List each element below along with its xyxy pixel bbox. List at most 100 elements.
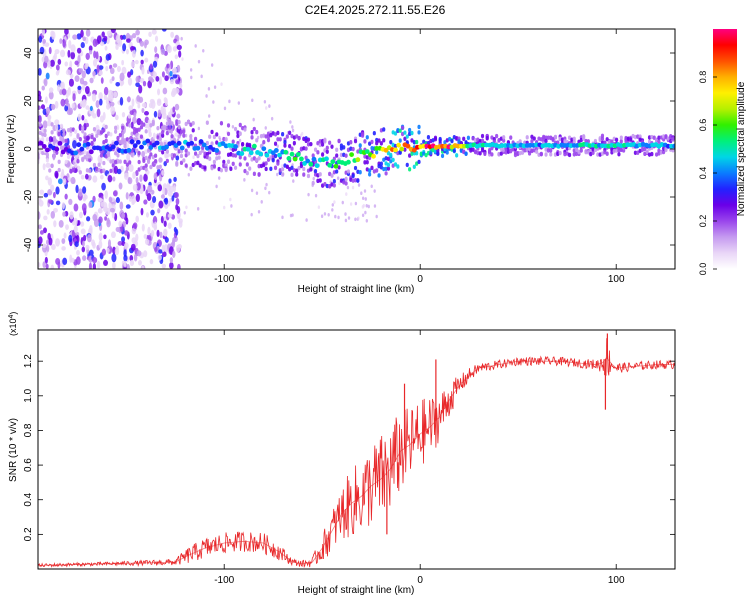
- spectrogram-cell: [384, 171, 388, 176]
- spectrogram-cell: [285, 164, 289, 169]
- spectrogram-noise-cell: [96, 129, 101, 136]
- spectrogram-cell: [90, 140, 94, 146]
- spectrogram-noise-cell: [331, 208, 334, 212]
- spectrogram-cell: [88, 154, 92, 159]
- spectrogram-noise-cell: [112, 262, 116, 269]
- spectrogram-noise-cell: [153, 172, 158, 181]
- spectrogram-noise-cell: [133, 253, 138, 262]
- spectrogram-cell: [78, 137, 82, 142]
- spectrogram-cell: [330, 144, 334, 149]
- spectrogram-noise-cell: [291, 128, 295, 133]
- spectrogram-noise-cell: [160, 48, 166, 55]
- spectrogram-noise-cell: [205, 94, 208, 98]
- spectrogram-noise-cell: [161, 244, 165, 253]
- snr-series-line: [38, 338, 675, 568]
- spectrogram-cell: [379, 161, 383, 166]
- spectrogram-ridge-cell: [411, 147, 417, 153]
- spectrogram-noise-cell: [156, 100, 162, 106]
- spectrogram-cell: [332, 183, 336, 188]
- spectrogram-noise-cell: [314, 193, 318, 198]
- snr-xtick-label: -100: [214, 575, 234, 586]
- spectrogram-cell: [487, 149, 492, 155]
- spectrogram-ytick-label: -40: [23, 237, 34, 252]
- spectrogram-noise-cell: [62, 39, 66, 48]
- spectrogram-cell: [358, 143, 362, 148]
- spectrogram-noise-cell: [291, 125, 294, 129]
- spectrogram-cell: [212, 134, 216, 140]
- spectrogram-cell: [386, 151, 391, 156]
- spectrogram-noise-cell: [69, 131, 73, 137]
- spectrogram-noise-cell: [149, 78, 155, 83]
- spectrogram-noise-cell: [92, 175, 98, 183]
- spectrogram-cell: [74, 163, 78, 168]
- spectrogram-cell: [377, 138, 381, 143]
- spectrogram-noise-cell: [181, 57, 184, 61]
- spectrogram-noise-cell: [157, 109, 162, 118]
- spectrogram-noise-cell: [336, 176, 340, 180]
- spectrogram-cell: [539, 152, 543, 157]
- spectrogram-noise-cell: [64, 193, 68, 200]
- spectrogram-cell: [99, 168, 104, 174]
- spectrogram-noise-cell: [68, 234, 73, 243]
- spectrogram-noise-cell: [115, 34, 121, 43]
- spectrogram-noise-cell: [179, 83, 183, 89]
- spectrogram-noise-cell: [202, 48, 205, 53]
- spectrogram-cell: [41, 150, 45, 156]
- spectrogram-noise-cell: [121, 112, 126, 118]
- spectrogram-noise-cell: [68, 39, 72, 49]
- spectrogram-ridge-cell: [129, 139, 135, 145]
- spectrogram-cell: [290, 146, 294, 151]
- spectrogram-cell: [55, 150, 59, 155]
- spectrogram-noise-cell: [45, 175, 49, 181]
- spectrogram-noise-cell: [55, 200, 61, 206]
- spectrogram-noise-cell: [157, 184, 163, 192]
- spectrogram-ridge-cell: [292, 156, 298, 162]
- spectrogram-noise-cell: [189, 68, 193, 72]
- spectrogram-cell: [191, 120, 195, 126]
- spectrogram-noise-cell: [133, 112, 137, 118]
- spectrogram-cell: [525, 135, 529, 140]
- spectrogram-cell: [248, 166, 252, 171]
- spectrogram-noise-cell: [73, 225, 78, 234]
- spectrogram-cell: [257, 172, 261, 177]
- spectrogram-noise-cell: [135, 75, 140, 83]
- spectrogram-ridge-cell: [327, 162, 333, 168]
- spectrogram-noise-cell: [127, 71, 132, 78]
- spectrogram-noise-cell: [60, 98, 66, 107]
- spectrogram-cell: [125, 137, 129, 142]
- spectrogram-cell: [238, 155, 242, 160]
- spectrogram-noise-cell: [85, 244, 90, 250]
- spectrogram-cell: [499, 151, 503, 156]
- spectrogram-cell: [226, 159, 231, 164]
- spectrogram-noise-cell: [307, 192, 310, 197]
- spectrogram-cell: [353, 138, 358, 144]
- spectrogram-cell: [45, 152, 50, 158]
- spectrogram-ridge-cell: [245, 146, 251, 152]
- spectrogram-noise-cell: [161, 170, 165, 176]
- spectrogram-cell: [48, 168, 52, 173]
- spectrogram-noise-cell: [327, 212, 330, 217]
- spectrogram-cell: [205, 151, 209, 157]
- spectrogram-noise-cell: [41, 29, 45, 36]
- spectrogram-noise-cell: [68, 198, 73, 206]
- spectrogram-cell: [243, 156, 247, 161]
- spectrogram-noise-cell: [122, 43, 127, 52]
- spectrogram-cell: [66, 162, 71, 167]
- spectrogram-cell: [370, 139, 374, 145]
- spectrogram-ridge-cell: [88, 149, 94, 155]
- spectrogram-cell: [328, 184, 332, 189]
- spectrogram-cell: [146, 158, 151, 163]
- spectrogram-cell: [464, 140, 468, 145]
- spectrogram-ridge-cell: [38, 140, 44, 146]
- spectrogram-noise-cell: [173, 226, 177, 233]
- spectrogram-cell: [262, 140, 266, 145]
- spectrogram-noise-cell: [38, 115, 42, 123]
- spectrogram-cell: [97, 162, 101, 167]
- spectrogram-cell: [81, 129, 85, 134]
- spectrogram-cell: [196, 153, 200, 159]
- spectrogram-cell: [290, 165, 294, 171]
- spectrogram-cell: [139, 125, 144, 130]
- spectrogram-noise-cell: [42, 261, 46, 269]
- spectrogram-noise-cell: [341, 200, 344, 205]
- spectrogram-cell: [288, 130, 292, 136]
